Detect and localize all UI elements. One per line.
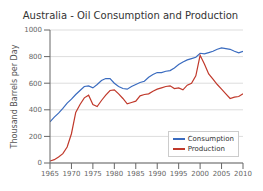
- svg-text:1975: 1975: [84, 170, 102, 178]
- svg-text:0: 0: [38, 159, 42, 167]
- svg-text:2005: 2005: [213, 170, 231, 178]
- svg-text:1970: 1970: [63, 170, 81, 178]
- svg-text:1000: 1000: [24, 26, 42, 34]
- svg-text:2000: 2000: [191, 170, 209, 178]
- svg-text:200: 200: [29, 133, 42, 141]
- html-text:Production: Production: [187, 145, 225, 153]
- svg-text:Thousand Barrels per Day: Thousand Barrels per Day: [10, 44, 19, 149]
- svg-text:1980: 1980: [105, 170, 123, 178]
- svg-text:800: 800: [29, 53, 42, 61]
- html-text:Australia - Oil Consumption an: Australia - Oil Consumption and Producti…: [22, 10, 239, 21]
- html-text:Consumption: Consumption: [187, 135, 234, 143]
- svg-text:400: 400: [29, 106, 42, 114]
- svg-text:1985: 1985: [127, 170, 145, 178]
- svg-text:1965: 1965: [41, 170, 59, 178]
- svg-text:600: 600: [29, 80, 42, 88]
- svg-text:1990: 1990: [148, 170, 166, 178]
- svg-text:1995: 1995: [170, 170, 188, 178]
- svg-text:2010: 2010: [234, 170, 252, 178]
